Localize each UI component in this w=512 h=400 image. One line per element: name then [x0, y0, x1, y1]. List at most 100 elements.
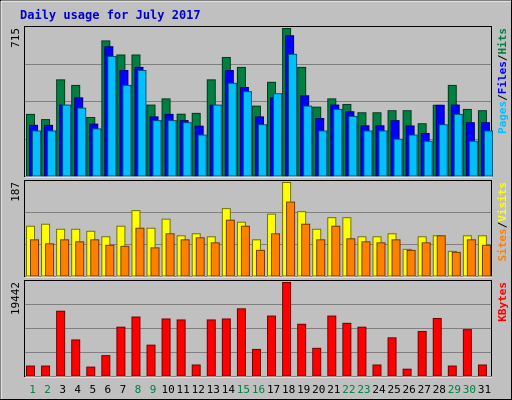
kbytes-bar-day-2 — [41, 365, 51, 377]
day-label-26: 26 — [403, 383, 416, 396]
pages-bar-day-8 — [137, 70, 147, 177]
series-pages — [32, 53, 493, 177]
kbytes-bar-day-16 — [251, 348, 261, 377]
sites-bar-day-30 — [466, 239, 476, 277]
day-label-10: 10 — [161, 383, 174, 396]
day-label-8: 8 — [135, 383, 142, 396]
sites-bar-day-12 — [195, 237, 205, 277]
kbytes-bar-day-28 — [432, 317, 442, 377]
pages-bar-day-26 — [408, 134, 418, 177]
sites-bar-day-18 — [286, 201, 296, 277]
pages-bar-day-20 — [318, 130, 328, 177]
sites-bar-day-16 — [255, 249, 265, 277]
day-label-25: 25 — [387, 383, 400, 396]
kbytes-bar-day-1 — [26, 365, 35, 377]
pages-bar-day-7 — [122, 84, 132, 177]
panel-visits-sites-legend: Sites/Visits — [496, 182, 509, 262]
sites-bar-day-21 — [331, 225, 341, 277]
day-label-28: 28 — [433, 383, 446, 396]
pages-bar-day-6 — [107, 55, 117, 177]
kbytes-bar-day-26 — [402, 368, 412, 377]
sites-bar-day-4 — [75, 241, 85, 277]
pages-bar-day-16 — [257, 124, 267, 177]
pages-bar-day-1 — [32, 130, 41, 177]
pages-bar-day-3 — [62, 104, 72, 177]
chart-title: Daily usage for July 2017 — [20, 8, 201, 22]
kbytes-bar-day-23 — [357, 326, 367, 377]
sites-bar-day-19 — [301, 223, 311, 277]
day-label-15: 15 — [237, 383, 250, 396]
pages-bar-day-12 — [197, 134, 207, 177]
kbytes-bar-day-20 — [312, 347, 322, 377]
day-label-24: 24 — [372, 383, 386, 396]
kbytes-bar-day-24 — [372, 364, 382, 377]
legend-entry-pages: Pages — [496, 101, 509, 134]
kbytes-bar-day-14 — [221, 318, 231, 377]
pages-bar-day-21 — [333, 108, 343, 177]
sites-bar-day-14 — [225, 219, 235, 277]
day-label-18: 18 — [282, 383, 295, 396]
kbytes-bar-day-21 — [327, 315, 337, 377]
kbytes-bar-day-19 — [297, 323, 307, 377]
kbytes-bar-day-25 — [387, 337, 397, 377]
day-label-27: 27 — [418, 383, 431, 396]
day-label-19: 19 — [297, 383, 310, 396]
pages-bar-day-10 — [167, 120, 177, 177]
series-sites — [30, 201, 491, 277]
legend-entry-separator: / — [496, 94, 509, 101]
kbytes-bar-day-22 — [342, 322, 352, 377]
legend-entry-hits: Hits — [496, 28, 509, 55]
day-label-1: 1 — [29, 383, 36, 396]
day-label-21: 21 — [327, 383, 340, 396]
sites-bar-day-1 — [30, 239, 39, 277]
sites-bar-day-17 — [271, 233, 281, 277]
sites-bar-day-3 — [60, 239, 70, 277]
kbytes-bar-day-27 — [417, 331, 427, 377]
kbytes-bar-day-5 — [86, 366, 96, 377]
sites-bar-day-31 — [481, 244, 491, 277]
panel-kbytes-legend: KBytes — [496, 282, 509, 322]
day-label-23: 23 — [357, 383, 370, 396]
kbytes-bar-day-29 — [447, 365, 457, 377]
day-label-2: 2 — [44, 383, 51, 396]
day-label-22: 22 — [342, 383, 355, 396]
sites-bar-day-26 — [406, 249, 416, 277]
panel-visits-sites: 187 Sites/Visits — [9, 180, 509, 278]
sites-bar-day-27 — [421, 242, 431, 277]
pages-bar-day-29 — [453, 113, 463, 177]
sites-bar-day-10 — [165, 233, 175, 277]
kbytes-bar-day-10 — [161, 318, 171, 377]
pages-bar-day-17 — [273, 93, 283, 177]
pages-bar-day-27 — [423, 140, 433, 177]
pages-bar-day-13 — [212, 104, 222, 177]
pages-bar-day-18 — [288, 53, 298, 177]
day-label-16: 16 — [252, 383, 265, 396]
pages-bar-day-30 — [468, 140, 478, 177]
pages-bar-day-15 — [242, 91, 252, 177]
kbytes-bar-day-15 — [236, 308, 246, 377]
day-label-29: 29 — [448, 383, 461, 396]
pages-bar-day-9 — [152, 120, 162, 177]
day-label-12: 12 — [192, 383, 205, 396]
day-label-17: 17 — [267, 383, 280, 396]
pages-bar-day-19 — [303, 105, 313, 177]
sites-bar-day-29 — [451, 251, 461, 277]
sites-bar-day-5 — [90, 239, 100, 277]
pages-bar-day-25 — [393, 138, 403, 177]
sites-bar-day-6 — [105, 244, 115, 277]
kbytes-bar-day-18 — [282, 282, 292, 377]
pages-bar-day-23 — [363, 130, 373, 177]
day-label-5: 5 — [89, 383, 96, 396]
panel-kbytes-max-label: 19442 — [9, 282, 22, 315]
kbytes-bar-day-11 — [176, 319, 186, 377]
sites-bar-day-22 — [346, 238, 356, 277]
day-label-6: 6 — [105, 383, 112, 396]
day-label-31: 31 — [478, 383, 491, 396]
series-kbytes — [26, 282, 487, 377]
legend-entry-separator: / — [496, 221, 509, 228]
sites-bar-day-2 — [45, 243, 55, 277]
legend-entry-separator: / — [496, 54, 509, 61]
sites-bar-day-28 — [436, 235, 446, 277]
